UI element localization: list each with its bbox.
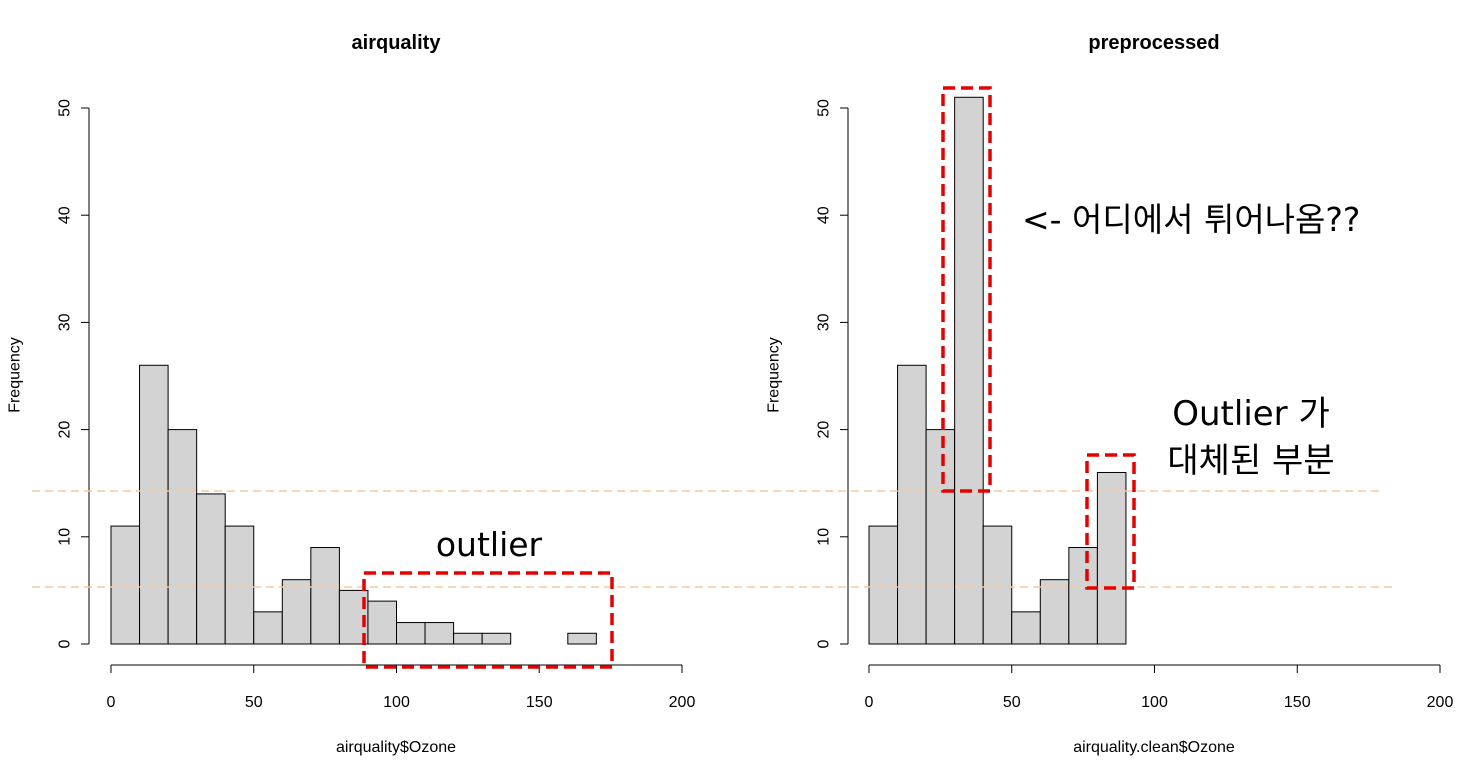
chart-preprocessed: 0 50 100 150 200 0 10 20 30 40 50 preprocessed airqu…: [766, 32, 1454, 756]
histogram-bar: [224, 525, 255, 645]
replaced-highlight-box: [1085, 453, 1136, 590]
replaced-annotation-line1: Outlier 가: [1172, 394, 1330, 434]
x-tick-label: 200: [1427, 694, 1454, 711]
outlier-annotation: outlier: [436, 525, 543, 564]
histogram-bar: [424, 622, 455, 645]
histogram-bar: [1039, 579, 1070, 645]
y-tick-label: 40: [57, 206, 74, 224]
chart-title: preprocessed: [1088, 32, 1219, 54]
x-tick-label: 150: [1284, 694, 1311, 711]
histogram-bar: [139, 364, 169, 645]
chart-title: airquality: [352, 32, 442, 54]
x-tick-label: 100: [383, 694, 410, 711]
x-tick-label: 100: [1141, 694, 1168, 711]
histogram-bar: [954, 96, 984, 645]
y-tick-label: 10: [816, 528, 833, 546]
histogram-bar: [868, 525, 899, 645]
histogram-bar: [1011, 611, 1041, 645]
histogram-bar: [253, 611, 283, 645]
histogram-bar: [453, 632, 483, 645]
histogram-bar: [1068, 547, 1098, 645]
y-tick-label: 0: [57, 639, 74, 648]
x-tick-label: 50: [245, 694, 263, 711]
histogram-bar: [110, 525, 141, 645]
histogram-bar: [310, 547, 340, 645]
histogram-bar: [196, 493, 226, 645]
histogram-bar: [281, 579, 312, 645]
x-axis-label: airquality.clean$Ozone: [1073, 739, 1235, 756]
histogram-bar: [396, 622, 426, 645]
y-axis-label: Frequency: [766, 337, 783, 413]
y-tick-label: 30: [816, 313, 833, 331]
x-tick-label: 200: [669, 694, 696, 711]
x-axis-label: airquality$Ozone: [336, 739, 456, 756]
histogram-bar: [167, 429, 198, 645]
outlier-highlight-box: [362, 571, 614, 669]
y-tick-label: 30: [57, 313, 74, 331]
spike-highlight-box: [941, 86, 992, 493]
y-tick-label: 0: [816, 639, 833, 648]
replaced-annotation-line2: 대체된 부분: [1167, 441, 1334, 481]
y-tick-label: 20: [816, 421, 833, 439]
y-axis-label: Frequency: [7, 337, 24, 413]
histogram-bar: [925, 429, 956, 645]
x-tick-label: 0: [865, 694, 874, 711]
histogram-bar: [1096, 471, 1127, 645]
y-tick-label: 40: [816, 206, 833, 224]
annotation-overlay: outlier <- 어디에서 튀어나옴?? Outlier 가 대체된 부분: [32, 86, 1392, 669]
histogram-bar: [897, 364, 927, 645]
y-tick-label: 50: [816, 99, 833, 117]
histogram-bar: [481, 632, 512, 645]
histogram-bar: [567, 632, 597, 645]
histogram-bar: [982, 525, 1013, 645]
y-tick-label: 20: [57, 421, 74, 439]
y-tick-label: 50: [57, 99, 74, 117]
histogram-bar: [367, 600, 398, 645]
chart-airquality: 0 50 100 150 200 0 10 20 30 40 50 airquality airqual…: [7, 32, 696, 756]
x-tick-label: 150: [526, 694, 553, 711]
y-tick-label: 10: [57, 528, 74, 546]
x-tick-label: 50: [1003, 694, 1021, 711]
spike-annotation: <- 어디에서 튀어나옴??: [1022, 200, 1360, 239]
x-tick-label: 0: [107, 694, 116, 711]
